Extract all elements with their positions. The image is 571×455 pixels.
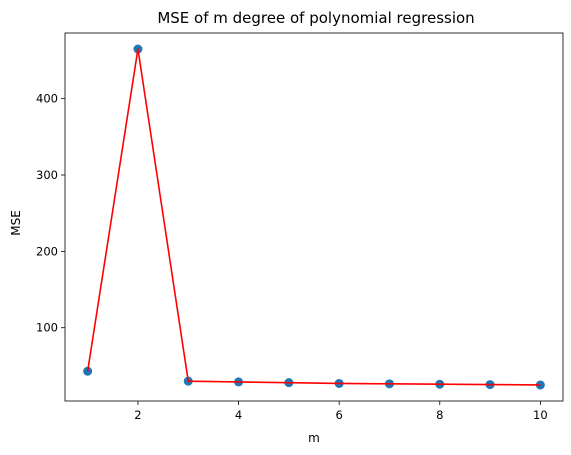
x-tick-label: 10 xyxy=(533,408,548,422)
y-tick-label: 400 xyxy=(36,92,58,106)
x-tick-label: 8 xyxy=(436,408,443,422)
data-point xyxy=(83,366,93,376)
series-line xyxy=(86,48,541,386)
x-tick-label: 6 xyxy=(335,408,342,422)
axes-frame xyxy=(64,32,564,402)
y-tick-label: 200 xyxy=(36,244,58,258)
y-axis-label: MSE xyxy=(9,210,23,236)
y-tick-label: 100 xyxy=(36,321,58,335)
x-axis-label: m xyxy=(308,431,320,445)
plot-area: 2 4 6 8 10 100 200 300 400 xyxy=(36,32,564,422)
x-tick-label: 4 xyxy=(235,408,242,422)
data-point xyxy=(535,380,545,390)
y-tick-label: 300 xyxy=(36,168,58,182)
x-tick-label: 2 xyxy=(134,408,141,422)
chart-title: MSE of m degree of polynomial regression xyxy=(157,9,474,27)
